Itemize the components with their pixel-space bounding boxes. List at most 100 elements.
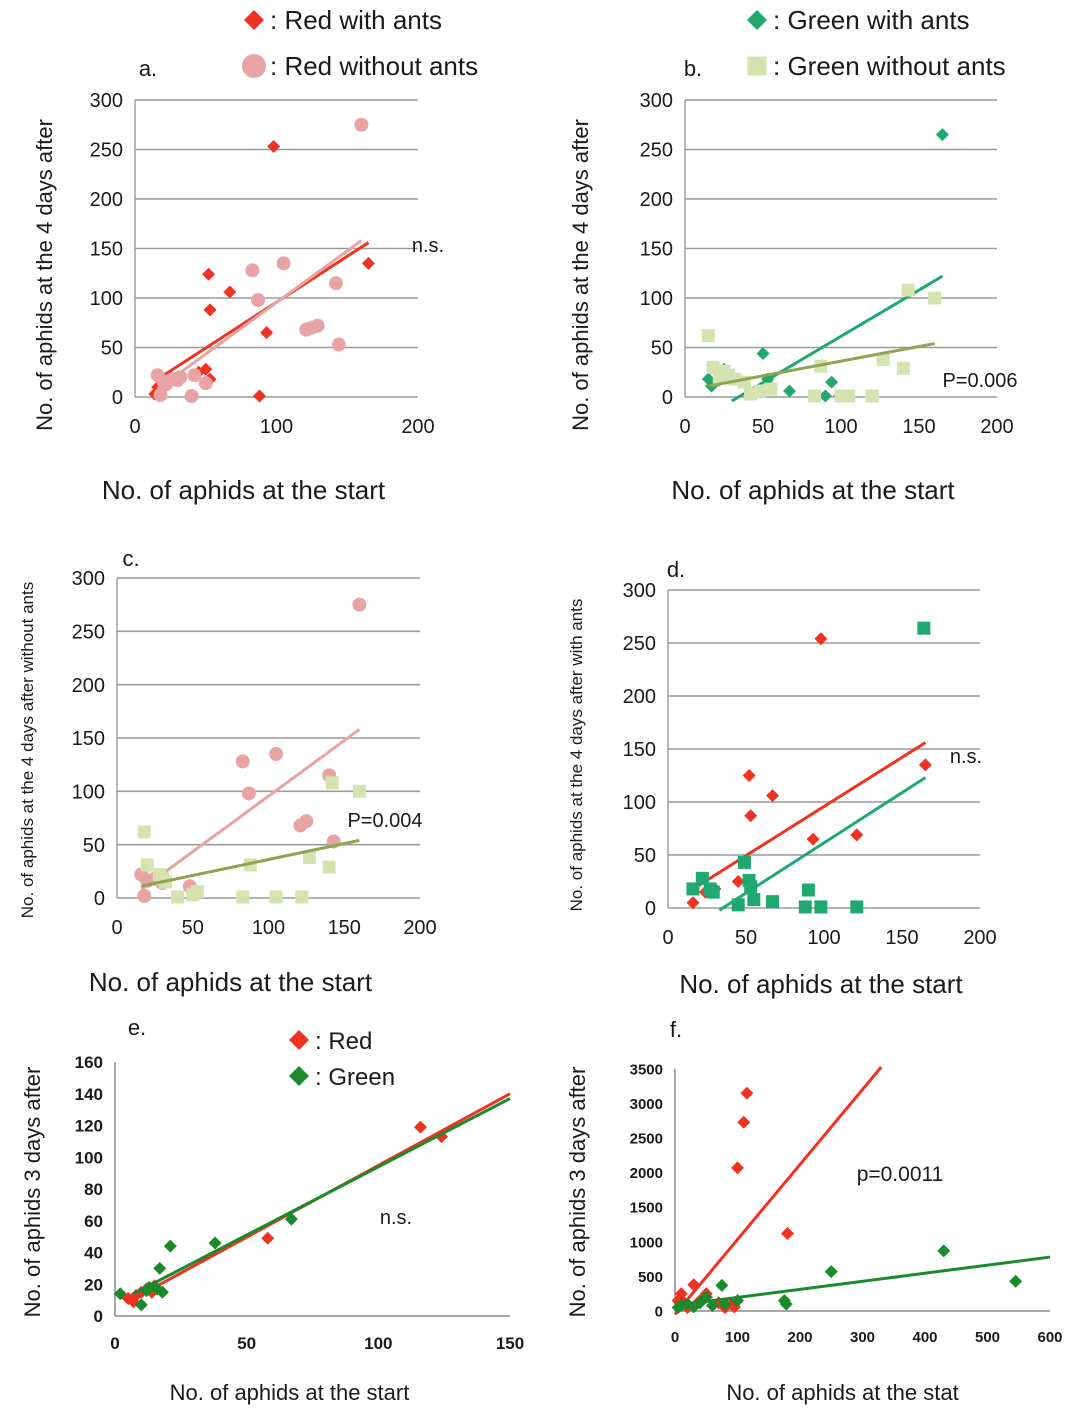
data-point: [190, 885, 204, 899]
significance-annotation: n.s.: [412, 235, 444, 257]
y-axis-title: No. of aphids 3 days after: [565, 1067, 590, 1318]
y-tick-label: 100: [623, 792, 656, 814]
x-tick-label: 200: [980, 416, 1013, 438]
data-point: [807, 389, 821, 403]
y-tick-label: 0: [94, 888, 105, 910]
panel-label: b.: [684, 56, 702, 81]
data-point: [1009, 1274, 1023, 1288]
legend-marker: [242, 54, 266, 78]
series-green: [113, 1097, 511, 1312]
data-point: [865, 389, 879, 403]
data-point: [223, 285, 237, 299]
x-axis-title: No. of aphids at the start: [170, 1380, 410, 1405]
panel-label: d.: [667, 557, 685, 582]
data-point: [731, 1161, 744, 1175]
data-point: [798, 900, 812, 914]
data-point: [235, 754, 250, 769]
significance-annotation: n.s.: [950, 746, 982, 768]
data-point: [134, 1298, 148, 1312]
y-axis-title: No. of aphids at the 4 days after: [32, 119, 57, 431]
x-tick-label: 150: [328, 917, 361, 939]
data-point: [202, 267, 216, 281]
x-axis-title: No. of aphids at the start: [671, 475, 955, 505]
legend-marker: [289, 1066, 309, 1086]
legend-label: : Red: [315, 1028, 372, 1055]
series-red-without-ants: [150, 117, 369, 404]
x-tick-label: 200: [787, 1329, 812, 1346]
data-point: [876, 352, 890, 366]
y-tick-label: 300: [623, 580, 656, 602]
data-point: [199, 362, 213, 376]
data-point: [756, 346, 770, 360]
data-point: [842, 389, 856, 403]
y-tick-label: 100: [75, 1148, 103, 1167]
series-red: [121, 1092, 511, 1309]
data-point: [814, 900, 828, 914]
x-tick-label: 50: [182, 917, 204, 939]
chart-panel-a: 0 50 100 150 200 250 300 0 100 200 No. of aphids a…: [32, 56, 444, 505]
data-point: [731, 875, 745, 888]
data-point: [140, 858, 154, 872]
data-point: [937, 1244, 951, 1258]
data-point: [171, 890, 185, 904]
data-point: [253, 389, 267, 403]
legend-e: : Red: Green: [289, 1028, 395, 1091]
y-tick-label: 40: [84, 1244, 103, 1263]
x-tick-label: 200: [403, 917, 436, 939]
x-tick-label: 100: [364, 1334, 392, 1353]
x-tick-label: 300: [850, 1329, 875, 1346]
legend-marker: [289, 1030, 309, 1050]
data-point: [361, 256, 375, 270]
data-point: [715, 1278, 729, 1292]
x-tick-label: 0: [671, 1329, 679, 1346]
panel-label: c.: [122, 546, 139, 571]
legend-label: : Green without ants: [773, 51, 1006, 81]
data-point: [184, 389, 199, 404]
trend-line: [156, 239, 363, 391]
y-tick-label: 1000: [630, 1234, 663, 1251]
legend-marker: [747, 56, 767, 76]
data-point: [352, 784, 366, 798]
y-tick-label: 500: [638, 1269, 663, 1286]
trend-line: [132, 1097, 511, 1296]
data-point: [764, 382, 778, 396]
y-tick-label: 150: [640, 239, 673, 261]
y-tick-label: 2000: [630, 1165, 663, 1182]
data-point: [928, 291, 942, 305]
legend-b: : Green with ants: Green without ants: [747, 5, 1006, 81]
y-tick-label: 200: [90, 189, 123, 211]
y-tick-label: 200: [72, 675, 105, 697]
x-axis-title: No. of aphids at the start: [89, 967, 373, 997]
data-point: [781, 1227, 794, 1241]
data-point: [740, 1086, 754, 1100]
x-tick-label: 50: [735, 927, 757, 949]
legend-label: : Red with ants: [270, 5, 442, 35]
y-tick-label: 3500: [630, 1061, 663, 1078]
series-green-without-ants: [701, 283, 942, 403]
y-tick-label: 150: [90, 239, 123, 261]
data-point: [695, 871, 709, 885]
data-point: [935, 128, 949, 142]
series-red-with-ants: [148, 140, 375, 403]
x-tick-label: 100: [725, 1329, 750, 1346]
data-point: [744, 809, 758, 823]
data-point: [155, 1285, 169, 1299]
data-point: [153, 1261, 167, 1275]
y-tick-label: 0: [655, 1303, 663, 1320]
data-point: [251, 292, 266, 307]
data-point: [113, 1287, 127, 1301]
data-point: [187, 368, 202, 383]
data-point: [686, 896, 700, 910]
data-point: [276, 256, 291, 271]
x-tick-label: 200: [963, 927, 996, 949]
data-point: [325, 776, 339, 790]
x-axis-title: No. of aphids at the stat: [726, 1380, 958, 1405]
data-point: [801, 883, 815, 897]
y-tick-label: 20: [84, 1275, 103, 1294]
data-point: [299, 814, 314, 829]
trend-line: [690, 741, 927, 892]
y-tick-label: 60: [84, 1212, 103, 1231]
y-tick-label: 100: [90, 288, 123, 310]
y-tick-label: 0: [94, 1307, 103, 1326]
